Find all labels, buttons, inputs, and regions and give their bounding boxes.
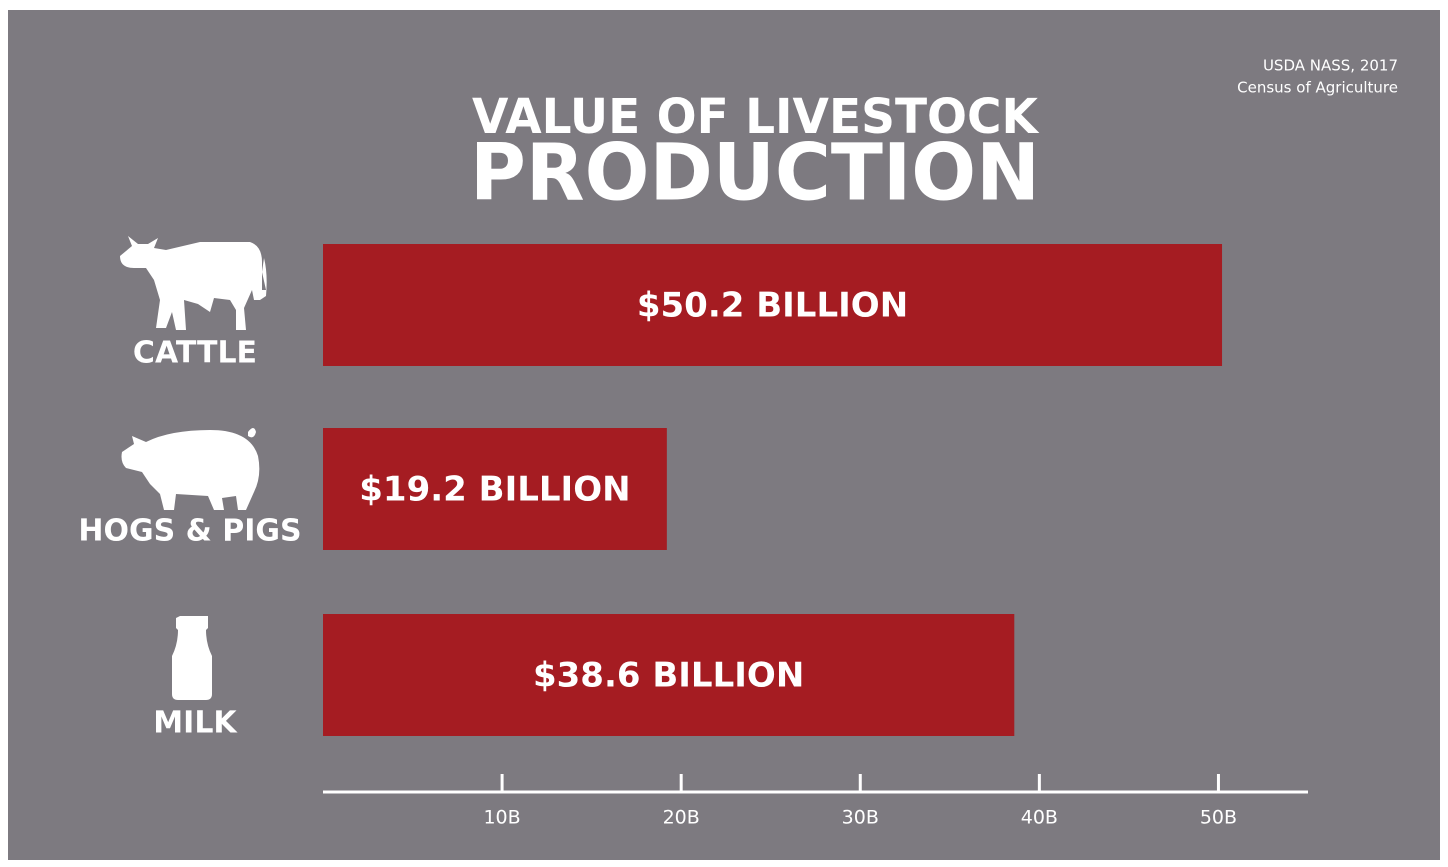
category-label: HOGS & PIGS [78, 514, 301, 549]
value-label: $38.6 BILLION [533, 656, 804, 696]
value-label: $19.2 BILLION [359, 470, 630, 510]
category-label: MILK [153, 706, 238, 741]
cow-icon [120, 236, 267, 330]
x-tick-label: 10B [483, 807, 520, 829]
category-label: CATTLE [133, 336, 257, 371]
milk-icon [172, 616, 212, 700]
chart-title: PRODUCTION [470, 128, 1040, 218]
bar [323, 614, 1015, 736]
x-tick-label: 50B [1200, 807, 1237, 829]
source-line: Census of Agriculture [1237, 79, 1398, 97]
source-line: USDA NASS, 2017 [1263, 57, 1398, 75]
x-tick-label: 30B [842, 807, 879, 829]
pig-icon [121, 428, 260, 510]
bar [323, 428, 667, 550]
bar [323, 244, 1223, 366]
value-label: $50.2 BILLION [637, 286, 908, 326]
x-tick-label: 20B [663, 807, 700, 829]
x-tick-label: 40B [1021, 807, 1058, 829]
chart-title: VALUE OF LIVESTOCK [472, 89, 1040, 145]
